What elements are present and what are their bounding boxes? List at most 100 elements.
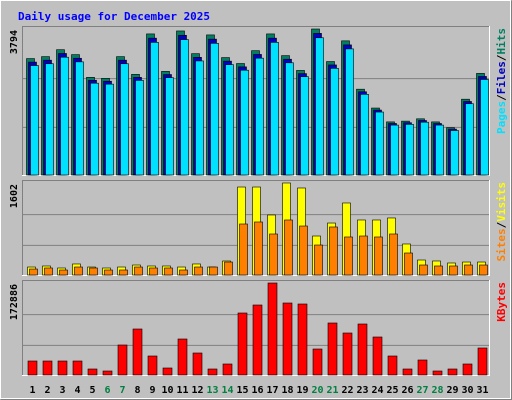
bar bbox=[224, 261, 233, 276]
bar bbox=[372, 336, 383, 376]
y-tick-label: 172886 bbox=[9, 284, 20, 320]
bar bbox=[105, 83, 114, 176]
x-tick-label: 2 bbox=[44, 385, 50, 396]
bar bbox=[284, 219, 293, 276]
bar bbox=[207, 368, 218, 376]
bar bbox=[465, 103, 474, 176]
x-tick-label: 21 bbox=[326, 385, 338, 396]
bar bbox=[209, 266, 218, 276]
bar bbox=[90, 82, 99, 176]
x-tick-label: 3 bbox=[59, 385, 65, 396]
bar bbox=[402, 368, 413, 376]
x-tick-label: 8 bbox=[134, 385, 140, 396]
y-tick-label: 1602 bbox=[9, 184, 20, 208]
bar bbox=[75, 61, 84, 176]
bar bbox=[417, 359, 428, 376]
x-tick-label: 11 bbox=[176, 385, 188, 396]
x-tick-label: 18 bbox=[281, 385, 293, 396]
legend-entry: Pages bbox=[495, 101, 508, 134]
bar bbox=[434, 265, 443, 276]
plot-border-light bbox=[22, 180, 490, 276]
bar bbox=[57, 360, 68, 376]
legend-entry: Sites bbox=[495, 228, 508, 261]
bar bbox=[404, 252, 413, 276]
bar bbox=[447, 368, 458, 376]
x-tick-label: 25 bbox=[386, 385, 398, 396]
bar bbox=[222, 363, 233, 376]
x-tick-label: 29 bbox=[446, 385, 458, 396]
bar bbox=[450, 130, 459, 176]
bar bbox=[237, 312, 248, 376]
legend-entry: KBytes bbox=[495, 282, 508, 322]
x-tick-label: 5 bbox=[89, 385, 95, 396]
x-tick-label: 30 bbox=[461, 385, 473, 396]
plot-border-dark bbox=[22, 280, 490, 376]
bar bbox=[462, 363, 473, 376]
x-tick-label: 22 bbox=[341, 385, 353, 396]
bar bbox=[120, 63, 129, 176]
bar bbox=[164, 267, 173, 276]
bar bbox=[359, 235, 368, 276]
x-tick-label: 31 bbox=[476, 385, 488, 396]
bar bbox=[419, 264, 428, 276]
x-tick-label: 19 bbox=[296, 385, 308, 396]
bar bbox=[300, 76, 309, 176]
x-tick-label: 14 bbox=[221, 385, 233, 396]
bar bbox=[312, 348, 323, 376]
bar bbox=[315, 37, 324, 176]
bar bbox=[162, 367, 173, 376]
bar bbox=[104, 269, 113, 276]
x-tick-label: 1 bbox=[29, 385, 35, 396]
bar bbox=[44, 267, 53, 276]
bar bbox=[180, 39, 189, 176]
bar bbox=[464, 264, 473, 276]
bar bbox=[342, 332, 353, 376]
bar bbox=[479, 264, 488, 276]
bar bbox=[30, 65, 39, 176]
bar bbox=[102, 370, 113, 376]
bar bbox=[270, 42, 279, 176]
legend: Sites/Visits bbox=[495, 182, 508, 262]
legend-separator: / bbox=[495, 54, 508, 61]
plot-border-dark bbox=[22, 180, 490, 276]
bar bbox=[374, 236, 383, 276]
x-tick-label: 15 bbox=[236, 385, 248, 396]
legend-entry: Visits bbox=[495, 182, 508, 222]
x-tick-label: 20 bbox=[311, 385, 323, 396]
x-tick-label: 27 bbox=[416, 385, 428, 396]
bar bbox=[477, 347, 488, 376]
x-tick-label: 17 bbox=[266, 385, 278, 396]
bar bbox=[74, 266, 83, 276]
legend-entry: Files bbox=[495, 61, 508, 94]
plot-border-light bbox=[22, 26, 490, 176]
bar bbox=[267, 282, 278, 376]
bar bbox=[345, 48, 354, 176]
x-tick-label: 16 bbox=[251, 385, 263, 396]
bar bbox=[89, 267, 98, 276]
bar bbox=[192, 352, 203, 376]
bar bbox=[344, 236, 353, 276]
bar bbox=[330, 68, 339, 176]
x-tick-label: 24 bbox=[371, 385, 383, 396]
bar bbox=[177, 338, 188, 376]
bar bbox=[87, 368, 98, 376]
bar bbox=[239, 223, 248, 276]
bar bbox=[285, 62, 294, 176]
bar bbox=[29, 268, 38, 276]
bar bbox=[134, 266, 143, 276]
x-tick-label: 26 bbox=[401, 385, 413, 396]
bar bbox=[165, 77, 174, 176]
bar bbox=[135, 80, 144, 176]
x-tick-label: 28 bbox=[431, 385, 443, 396]
chart-title: Daily usage for December 2025 bbox=[18, 10, 210, 23]
bar bbox=[45, 63, 54, 176]
bar bbox=[240, 69, 249, 176]
bar bbox=[297, 303, 308, 376]
bar bbox=[480, 79, 489, 176]
bar bbox=[255, 57, 264, 176]
x-tick-label: 7 bbox=[119, 385, 125, 396]
bar bbox=[449, 265, 458, 276]
bar bbox=[254, 221, 263, 276]
